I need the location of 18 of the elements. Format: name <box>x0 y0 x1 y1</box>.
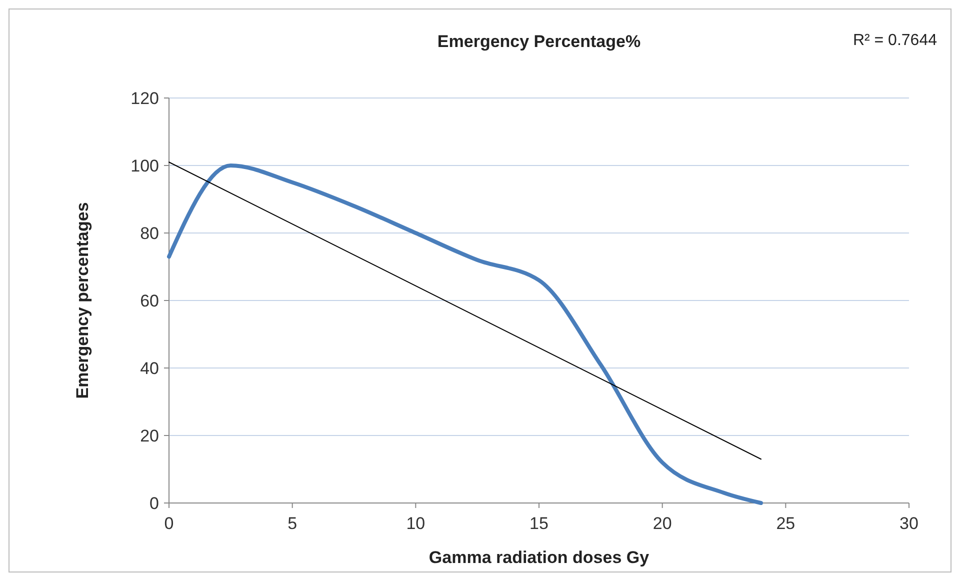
chart-title: Emergency Percentage% <box>437 32 641 51</box>
x-tick-label: 10 <box>406 514 426 533</box>
y-axis-title: Emergency percentages <box>73 202 92 399</box>
y-tick-label: 60 <box>140 291 159 310</box>
x-tick-label: 30 <box>900 514 918 533</box>
x-tick-label: 25 <box>776 514 796 533</box>
x-axis-title: Gamma radiation doses Gy <box>428 548 650 567</box>
x-tick-label: 20 <box>652 514 672 533</box>
x-tick-label: 5 <box>288 514 298 533</box>
x-tick-label: 0 <box>164 514 174 533</box>
y-tick-label: 120 <box>130 88 159 108</box>
y-tick-label: 40 <box>140 358 159 378</box>
y-tick-label: 80 <box>140 224 159 243</box>
y-tick-label: 0 <box>150 494 159 513</box>
y-tick-label: 100 <box>130 156 159 176</box>
y-tick-label: 20 <box>140 426 159 446</box>
text: R² = 0.7644 <box>852 32 938 49</box>
x-tick-label: 15 <box>530 514 548 533</box>
